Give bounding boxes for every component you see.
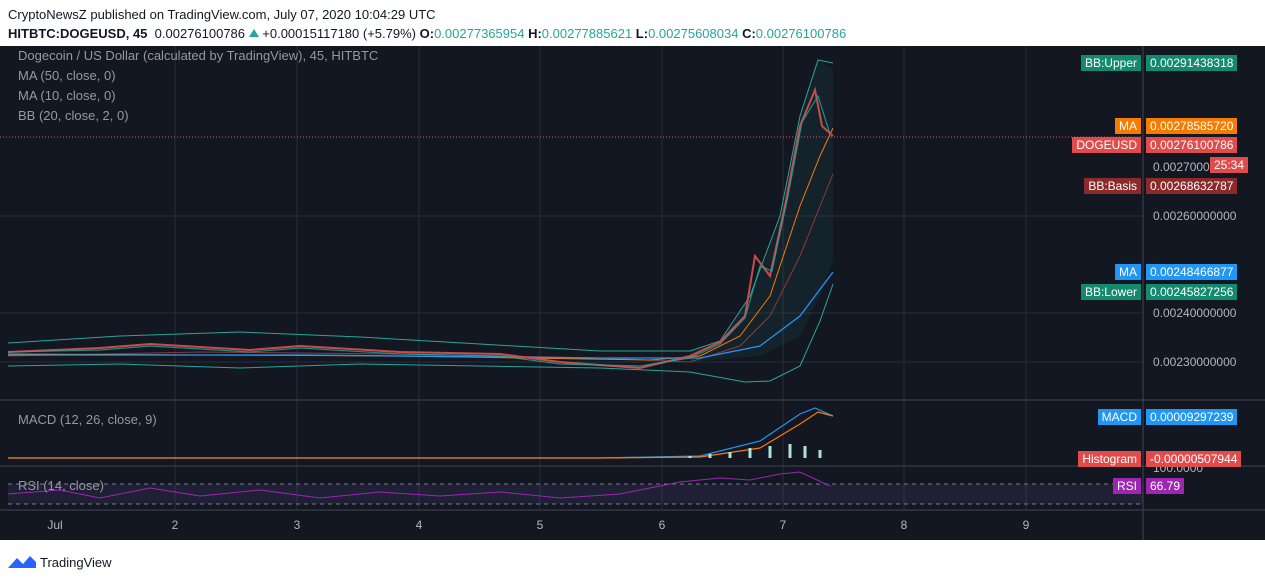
tag-value: 0.00009297239 xyxy=(1146,409,1238,425)
price-tick: 0.00260000000 xyxy=(1153,209,1237,223)
pane-label: RSI (14, close) xyxy=(18,478,104,493)
tag-value: 0.00245827256 xyxy=(1146,284,1238,300)
pane-label: Dogecoin / US Dollar (calculated by Trad… xyxy=(18,48,379,63)
tag-label: BB:Lower xyxy=(1080,284,1141,300)
time-tick: 5 xyxy=(536,518,544,532)
time-tick: 4 xyxy=(415,518,423,532)
tag-label: MA xyxy=(1115,264,1141,280)
tag-value: 0.00276100786 xyxy=(1146,137,1238,153)
chart-lines xyxy=(0,46,1265,540)
symbol-line: HITBTC:DOGEUSD, 45 0.00276100786 +0.0001… xyxy=(8,26,846,41)
chart-area: Dogecoin / US Dollar (calculated by Trad… xyxy=(0,46,1265,540)
tag-value: 0.00248466877 xyxy=(1146,264,1238,280)
low: 0.00275608034 xyxy=(648,26,739,41)
time-tick: 9 xyxy=(1022,518,1030,532)
high-label: H: xyxy=(528,26,542,41)
tag-label: BB:Basis xyxy=(1084,178,1141,194)
time-tick: 2 xyxy=(171,518,179,532)
tag-value: 0.00278585720 xyxy=(1146,118,1238,134)
price-tick: 0.00240000000 xyxy=(1153,306,1237,320)
tag-value: 0.00291438318 xyxy=(1146,55,1238,71)
close: 0.00276100786 xyxy=(755,26,847,41)
change: +0.00015117180 (+5.79%) xyxy=(262,26,416,41)
symbol: HITBTC:DOGEUSD, 45 xyxy=(8,26,148,41)
pane-label: BB (20, close, 2, 0) xyxy=(18,108,129,123)
footer-brand: TradingView xyxy=(40,555,112,570)
tag-value: -0.00000507944 xyxy=(1146,451,1242,467)
low-label: L: xyxy=(635,26,649,41)
tag-value: 25:34 xyxy=(1209,157,1248,173)
time-tick: 8 xyxy=(900,518,908,532)
price-tick: 0.00230000000 xyxy=(1153,355,1237,369)
price-tick: 0.0027000 xyxy=(1153,160,1210,174)
time-tick: 7 xyxy=(779,518,787,532)
last: 0.00276100786 xyxy=(154,26,246,41)
pane-label: MA (10, close, 0) xyxy=(18,88,116,103)
up-arrow xyxy=(248,29,259,37)
time-tick: Jul xyxy=(47,518,63,532)
high: 0.00277885621 xyxy=(541,26,633,41)
tag-label: Histogram xyxy=(1078,451,1141,467)
tag-value: 66.79 xyxy=(1146,478,1185,494)
close-label: C: xyxy=(742,26,756,41)
pane-label: MACD (12, 26, close, 9) xyxy=(18,412,157,427)
tv-logo xyxy=(8,556,36,568)
publish-line: CryptoNewsZ published on TradingView.com… xyxy=(8,7,436,22)
tag-label: MA xyxy=(1115,118,1141,134)
grid xyxy=(0,46,1143,510)
tag-value: 0.00268632787 xyxy=(1146,178,1238,194)
open-label: O: xyxy=(419,26,435,41)
tag-label: BB:Upper xyxy=(1080,55,1141,71)
open: 0.00277365954 xyxy=(434,26,525,41)
tag-label: RSI xyxy=(1112,478,1141,494)
pane-label: MA (50, close, 0) xyxy=(18,68,116,83)
tag-label: MACD xyxy=(1097,409,1141,425)
time-tick: 3 xyxy=(293,518,301,532)
tag-label: DOGEUSD xyxy=(1072,137,1141,153)
time-tick: 6 xyxy=(658,518,666,532)
